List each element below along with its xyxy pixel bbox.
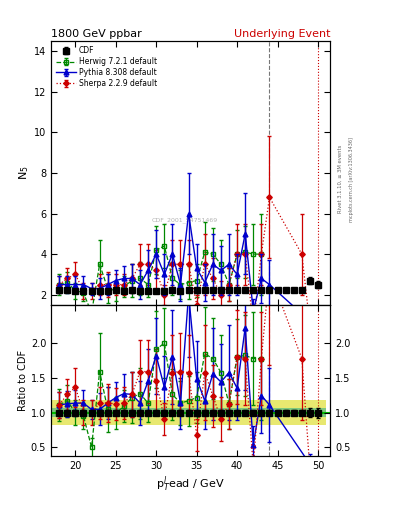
Text: 1800 GeV ppbar: 1800 GeV ppbar: [51, 29, 142, 39]
Text: mcplots.cern.ch [arXiv:1306.3436]: mcplots.cern.ch [arXiv:1306.3436]: [349, 137, 354, 222]
Text: Rivet 3.1.10, ≥ 3M events: Rivet 3.1.10, ≥ 3M events: [338, 145, 342, 214]
Text: CDF_2001_S4751469: CDF_2001_S4751469: [152, 218, 218, 223]
Text: Underlying Event: Underlying Event: [233, 29, 330, 39]
Y-axis label: N$_5$: N$_5$: [17, 165, 31, 180]
X-axis label: p$_T^l$ead / GeV: p$_T^l$ead / GeV: [156, 475, 225, 494]
Legend: CDF, Herwig 7.2.1 default, Pythia 8.308 default, Sherpa 2.2.9 default: CDF, Herwig 7.2.1 default, Pythia 8.308 …: [54, 44, 159, 90]
Y-axis label: Ratio to CDF: Ratio to CDF: [18, 350, 28, 411]
